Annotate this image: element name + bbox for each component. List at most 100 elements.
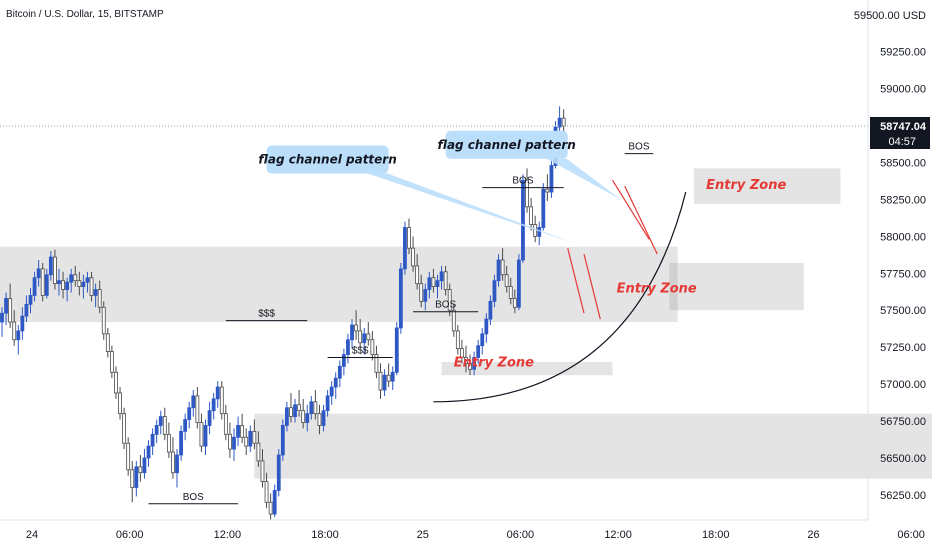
- candle-body: [415, 265, 420, 285]
- candle-body: [187, 407, 192, 420]
- supply-demand-zone: [693, 168, 841, 204]
- candle-body: [256, 442, 261, 462]
- candle-body: [541, 188, 546, 228]
- structure-label: $$$: [258, 309, 275, 320]
- candle-body: [529, 206, 533, 225]
- price-tick-label: 58250.00: [880, 194, 926, 206]
- candle-body: [4, 298, 8, 314]
- time-tick-label: 26: [807, 529, 819, 541]
- candle-body: [512, 298, 517, 308]
- candle-body: [305, 413, 310, 423]
- candle-body: [24, 303, 29, 317]
- current-price-value: 58747.04: [880, 121, 927, 133]
- structure-label: BOS: [183, 492, 204, 503]
- chart-title: Bitcoin / U.S. Dollar, 15, BITSTAMP: [6, 9, 164, 20]
- candle-body: [521, 179, 525, 261]
- candle-body: [313, 401, 318, 415]
- candle-body: [557, 117, 562, 128]
- candle-body: [301, 410, 306, 423]
- supply-demand-zone: [441, 361, 613, 376]
- candle-body: [272, 490, 277, 515]
- candle-body: [439, 271, 444, 282]
- candle-body: [362, 333, 367, 344]
- structure-label: BOS: [628, 142, 649, 153]
- price-tick-label: 58000.00: [880, 231, 926, 243]
- candle-body: [329, 386, 334, 397]
- time-tick-label: 06:00: [897, 529, 925, 541]
- structure-label: BOS: [435, 300, 456, 311]
- candle-body: [260, 460, 265, 482]
- candle-body: [154, 425, 159, 435]
- price-tick-label: 58500.00: [880, 158, 926, 170]
- candle-body: [280, 425, 285, 456]
- callout-box: [266, 145, 389, 174]
- candle-body: [20, 315, 25, 332]
- candle-body: [236, 425, 240, 438]
- candle-body: [215, 386, 220, 400]
- candle-body: [191, 395, 196, 409]
- candle-body: [537, 227, 542, 237]
- current-price-badge: [870, 117, 930, 150]
- candle-body: [468, 363, 472, 370]
- candle-body: [57, 280, 61, 285]
- candle-body: [97, 289, 102, 308]
- candle-body: [211, 398, 216, 412]
- candle-body: [48, 256, 53, 276]
- candle-body: [423, 289, 428, 302]
- candle-body: [346, 339, 350, 355]
- candle-body: [89, 277, 94, 296]
- candle-body: [28, 295, 33, 305]
- candle-body: [244, 436, 249, 447]
- candle-body: [40, 268, 45, 296]
- candle-body: [382, 374, 387, 391]
- candle-body: [158, 416, 163, 426]
- candle-body: [411, 247, 415, 267]
- candle-body: [130, 469, 135, 488]
- flag-channel-line: [583, 253, 601, 320]
- candle-body: [36, 268, 41, 279]
- time-tick-label: 12:00: [214, 529, 242, 541]
- price-tick-label: 57500.00: [880, 305, 926, 317]
- candle-body: [354, 324, 358, 332]
- candle-body: [150, 433, 155, 447]
- candle-body: [195, 395, 200, 423]
- candle-body: [219, 386, 224, 415]
- candle-body: [12, 321, 17, 341]
- candle-body: [337, 365, 342, 379]
- price-tick-label: 57250.00: [880, 342, 926, 354]
- candle-body: [500, 259, 505, 276]
- candle-body: [109, 351, 114, 373]
- candle-body: [492, 280, 497, 302]
- supply-demand-zone: [0, 246, 678, 323]
- candle-body: [293, 404, 297, 417]
- candle-body: [333, 377, 338, 388]
- candle-body: [403, 227, 407, 270]
- entry-zone-label: Entry Zone: [617, 282, 697, 297]
- candle-body: [73, 274, 78, 282]
- candle-body: [407, 227, 411, 249]
- candle-body: [516, 259, 521, 308]
- candle-body: [32, 277, 37, 296]
- candle-body: [171, 451, 175, 474]
- candle-body: [146, 445, 151, 459]
- candle-body: [435, 280, 440, 287]
- candle-body: [325, 395, 330, 412]
- candle-body: [496, 259, 501, 282]
- candle-body: [427, 277, 432, 290]
- candle-body: [484, 318, 489, 335]
- candle-body: [0, 312, 4, 323]
- candle-body: [561, 117, 566, 127]
- candle-body: [297, 404, 302, 412]
- candle-body: [341, 354, 346, 367]
- candle-body: [77, 280, 82, 287]
- candle-body: [81, 281, 86, 287]
- flag-channel-line: [624, 185, 658, 255]
- candle-body: [268, 501, 273, 515]
- flag-channel-line: [611, 179, 650, 240]
- supply-demand-zone: [669, 262, 804, 311]
- candle-body: [431, 277, 436, 287]
- price-tick-label: 56500.00: [880, 453, 926, 465]
- price-tick-label: 59000.00: [880, 84, 926, 96]
- candle-body: [545, 188, 550, 193]
